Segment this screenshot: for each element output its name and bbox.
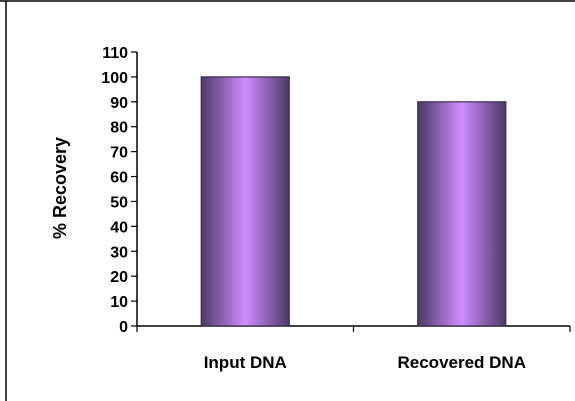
- bars: [200, 76, 507, 327]
- y-tick-label: 70: [110, 145, 128, 162]
- bar-recovered-dna: [417, 101, 507, 327]
- y-tick-label: 10: [110, 294, 128, 311]
- y-tick-label: 0: [119, 319, 128, 336]
- x-tick-label: Recovered DNA: [398, 353, 527, 372]
- y-tick-label: 30: [110, 244, 128, 261]
- axes: 0 10 20 30 40 50 60 70 80 90 100 110: [101, 45, 571, 336]
- x-tick-labels: Input DNA Recovered DNA: [204, 353, 526, 372]
- y-tick-label: 110: [102, 45, 128, 62]
- y-tick-label: 20: [110, 269, 128, 286]
- y-axis-label: % Recovery: [50, 137, 70, 239]
- y-tick-label: 40: [110, 219, 128, 236]
- bar-input-dna: [200, 76, 290, 327]
- y-tick-label: 60: [110, 170, 128, 187]
- x-tick-label: Input DNA: [204, 353, 287, 372]
- y-tick-label: 50: [110, 194, 128, 211]
- y-tick-label: 90: [110, 95, 128, 112]
- y-tick-label: 80: [110, 120, 128, 137]
- y-tick-label: 100: [101, 70, 128, 87]
